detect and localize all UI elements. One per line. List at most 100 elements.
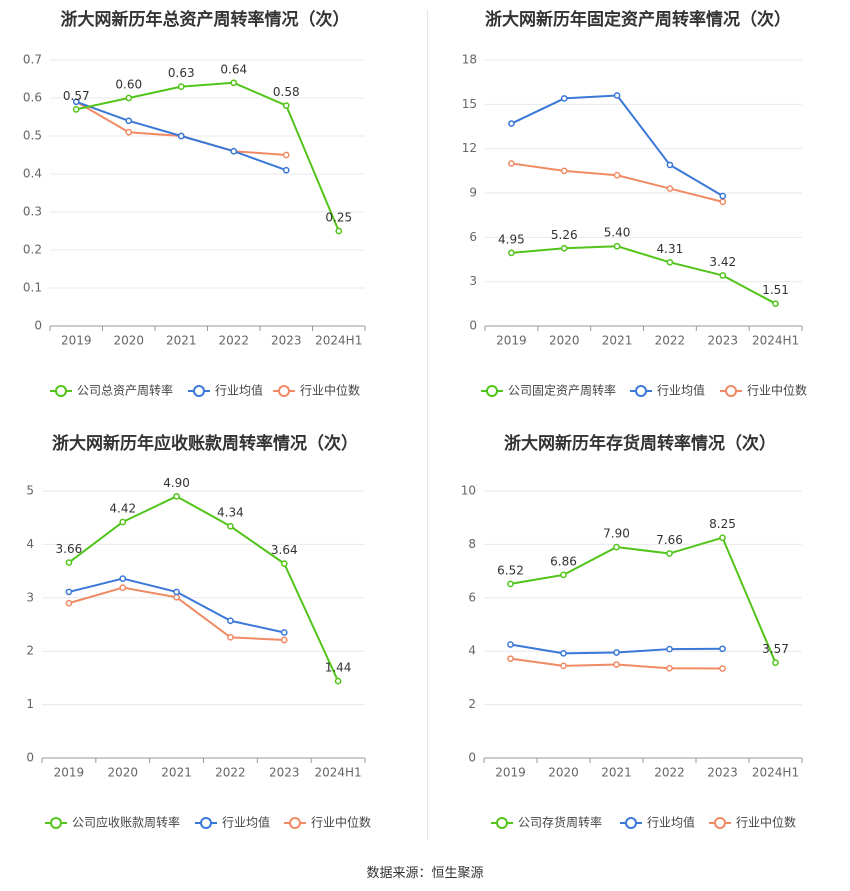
series-line-industry-avg bbox=[68, 577, 285, 634]
data-point-company bbox=[719, 534, 726, 542]
chart-fixed-asset-turnover: 浙大网新历年固定资产周转率情况（次） 0 3 6 9 12 15 18 2019 2020 2021… bbox=[425, 0, 850, 430]
data-point-industry-avg bbox=[72, 98, 80, 106]
data-label: 0.64 bbox=[220, 62, 247, 76]
data-point-industry-avg bbox=[227, 617, 234, 625]
data-label: 6.86 bbox=[550, 554, 577, 568]
series-line-company bbox=[511, 245, 777, 305]
y-tick-label: 1 bbox=[26, 697, 34, 711]
data-label: 1.51 bbox=[762, 283, 789, 297]
data-label: 0.58 bbox=[273, 85, 300, 99]
series-line-industry-median bbox=[75, 100, 287, 156]
data-point-industry-median bbox=[173, 593, 180, 601]
data-point-company bbox=[560, 571, 567, 579]
data-label: 4.90 bbox=[163, 476, 190, 490]
legend-label: 行业均值 bbox=[647, 815, 695, 830]
y-tick-label: 3 bbox=[26, 590, 34, 604]
data-label: 5.40 bbox=[604, 226, 631, 240]
x-tick-label: 2019 bbox=[61, 334, 92, 348]
x-tick-label: 2020 bbox=[107, 766, 138, 780]
data-label: 1.44 bbox=[325, 661, 352, 675]
legend-label: 行业均值 bbox=[222, 815, 270, 830]
data-point-industry-avg bbox=[65, 588, 73, 596]
x-tick-label: 2024H1 bbox=[314, 766, 361, 780]
data-point-company bbox=[560, 244, 568, 252]
y-tick-label: 3 bbox=[469, 274, 477, 288]
data-point-industry-median bbox=[719, 198, 727, 206]
x-tick-label: 2023 bbox=[707, 766, 738, 780]
data-point-company bbox=[507, 580, 514, 588]
data-point-industry-median bbox=[613, 171, 621, 179]
data-label: 3.57 bbox=[762, 642, 789, 656]
y-tick-label: 0.4 bbox=[23, 167, 42, 181]
legend-item-company[interactable]: 公司存货周转率 bbox=[491, 815, 602, 830]
legend-marker bbox=[496, 817, 508, 829]
legend-item-industry-median[interactable]: 行业中位数 bbox=[709, 815, 796, 830]
data-point-company bbox=[772, 659, 779, 667]
y-tick-label: 18 bbox=[462, 53, 477, 67]
legend-marker bbox=[625, 817, 637, 829]
x-tick-label: 2019 bbox=[495, 766, 526, 780]
legend-item-company[interactable]: 公司固定资产周转率 bbox=[481, 383, 616, 398]
y-tick-label: 0.7 bbox=[23, 53, 42, 67]
data-point-industry-median bbox=[719, 665, 726, 672]
series-line-company bbox=[68, 495, 339, 682]
data-point-industry-avg bbox=[666, 645, 673, 653]
series-line-company bbox=[76, 81, 340, 232]
chart-title: 浙大网新历年固定资产周转率情况（次） bbox=[485, 9, 791, 30]
data-point-company bbox=[230, 79, 238, 87]
legend-label: 行业中位数 bbox=[747, 383, 807, 398]
data-point-industry-median bbox=[280, 636, 288, 644]
legend-item-industry-avg[interactable]: 行业均值 bbox=[188, 383, 263, 398]
legend-item-industry-avg[interactable]: 行业均值 bbox=[620, 815, 695, 830]
data-point-industry-avg bbox=[173, 588, 180, 596]
legend-item-industry-avg[interactable]: 行业均值 bbox=[630, 383, 705, 398]
data-point-company bbox=[280, 560, 288, 567]
legend-item-company[interactable]: 公司应收账款周转率 bbox=[45, 815, 180, 830]
data-point-company bbox=[282, 102, 290, 109]
data-point-industry-avg bbox=[560, 95, 568, 102]
legend-marker bbox=[714, 817, 726, 829]
x-tick-label: 2024H1 bbox=[752, 334, 799, 348]
legend-marker bbox=[193, 385, 205, 397]
legend-item-company[interactable]: 公司总资产周转率 bbox=[50, 383, 173, 398]
legend-item-industry-median[interactable]: 行业中位数 bbox=[273, 383, 360, 398]
data-point-company bbox=[719, 272, 727, 279]
y-tick-label: 0 bbox=[469, 319, 477, 333]
x-tick-label: 2021 bbox=[166, 334, 197, 348]
y-tick-label: 2 bbox=[468, 697, 476, 711]
x-tick-label: 2023 bbox=[707, 334, 738, 348]
legend-label: 行业中位数 bbox=[736, 815, 796, 830]
legend-item-industry-median[interactable]: 行业中位数 bbox=[720, 383, 807, 398]
legend-marker bbox=[289, 817, 301, 829]
y-tick-label: 6 bbox=[469, 230, 477, 244]
data-source: 数据来源：恒生聚源 bbox=[366, 866, 484, 881]
data-point-industry-median bbox=[613, 661, 620, 668]
legend-label: 公司存货周转率 bbox=[518, 815, 602, 830]
x-tick-label: 2022 bbox=[218, 334, 249, 348]
legend-label: 公司应收账款周转率 bbox=[72, 815, 180, 830]
data-point-company bbox=[177, 83, 185, 90]
legend-item-industry-avg[interactable]: 行业均值 bbox=[195, 815, 270, 830]
x-tick-label: 2020 bbox=[549, 334, 580, 348]
data-label: 6.52 bbox=[497, 563, 524, 577]
data-point-company bbox=[119, 518, 127, 526]
series-line-company bbox=[510, 536, 777, 664]
y-tick-label: 0.3 bbox=[23, 205, 42, 219]
y-tick-label: 0 bbox=[468, 751, 476, 765]
data-label: 3.66 bbox=[56, 542, 83, 556]
data-point-industry-median bbox=[560, 167, 568, 175]
data-point-industry-median bbox=[125, 128, 133, 136]
legend-label: 公司总资产周转率 bbox=[77, 383, 173, 398]
chart-inventory-turnover: 浙大网新历年存货周转率情况（次） 0 2 4 6 8 10 2019 2020 2021 2022 2… bbox=[425, 432, 850, 862]
data-point-company bbox=[227, 522, 234, 530]
data-label: 3.64 bbox=[271, 543, 298, 557]
data-label: 3.42 bbox=[709, 255, 736, 269]
x-tick-label: 2022 bbox=[215, 766, 246, 780]
data-point-company bbox=[72, 106, 80, 113]
data-point-industry-avg bbox=[282, 166, 290, 174]
legend-item-industry-median[interactable]: 行业中位数 bbox=[284, 815, 371, 830]
data-point-industry-median bbox=[65, 599, 73, 607]
data-point-industry-median bbox=[560, 662, 567, 670]
data-point-industry-median bbox=[282, 151, 290, 159]
data-point-company bbox=[65, 559, 73, 566]
